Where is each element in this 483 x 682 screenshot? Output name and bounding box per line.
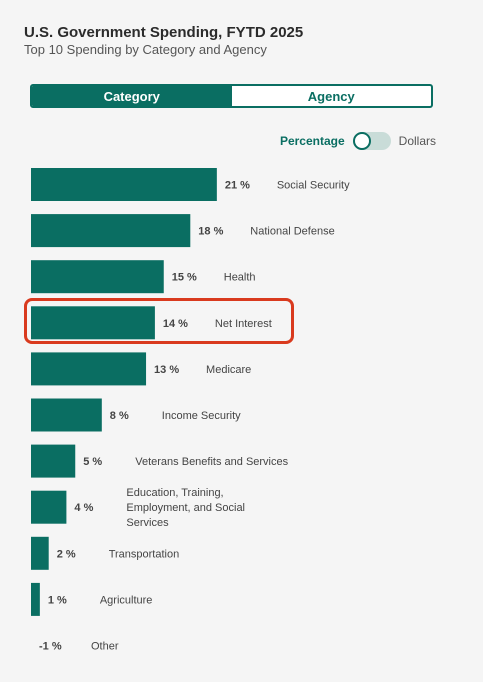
value-label-9: 1 % — [48, 594, 67, 606]
value-label-8: 2 % — [57, 548, 76, 560]
category-label-0: Social Security — [277, 180, 350, 192]
category-label-4: Medicare — [206, 364, 251, 376]
value-label-7: 4 % — [74, 502, 93, 514]
bar-2[interactable] — [31, 260, 164, 294]
bar-9[interactable] — [31, 582, 40, 616]
category-label-2: Health — [224, 272, 256, 284]
switch-knob[interactable] — [352, 132, 371, 150]
bar-7[interactable] — [31, 490, 67, 524]
category-label-5: Income Security — [162, 410, 241, 422]
value-label-10: -1 % — [39, 641, 62, 653]
units-switch[interactable] — [352, 132, 391, 150]
value-label-6: 5 % — [83, 456, 102, 468]
value-label-0: 21 % — [225, 180, 250, 192]
category-label-6: Veterans Benefits and Services — [135, 456, 288, 468]
bar-6[interactable] — [31, 444, 76, 478]
chart-title: U.S. Government Spending, FYTD 2025 — [24, 24, 304, 41]
view-tabs: Category Agency — [30, 84, 433, 108]
toggle-label-percentage[interactable]: Percentage — [279, 134, 345, 148]
bar-8[interactable] — [31, 536, 49, 570]
category-label-3: Net Interest — [215, 318, 272, 330]
bar-0[interactable] — [31, 168, 217, 201]
value-label-5: 8 % — [110, 410, 129, 422]
bar-3[interactable] — [31, 306, 155, 340]
tab-agency[interactable]: Agency — [307, 88, 355, 104]
category-label-7: Education, Training, Employment, and Soci… — [126, 487, 245, 529]
toggle-label-dollars[interactable]: Dollars — [398, 134, 436, 148]
tab-category[interactable]: Category — [32, 86, 232, 106]
value-label-3: 14 % — [163, 318, 188, 330]
units-toggle: Percentage Dollars — [280, 132, 436, 150]
category-label-1: National Defense — [250, 226, 334, 238]
value-label-1: 18 % — [198, 226, 223, 238]
category-label-8: Transportation — [109, 548, 180, 560]
bar-5[interactable] — [31, 398, 102, 432]
value-label-4: 13 % — [154, 364, 179, 376]
bar-4[interactable] — [31, 352, 147, 386]
category-label-10: Other — [91, 641, 119, 653]
value-label-2: 15 % — [172, 272, 197, 284]
chart-subtitle: Top 10 Spending by Category and Agency — [24, 42, 267, 57]
bar-1[interactable] — [31, 214, 191, 248]
category-label-9: Agriculture — [100, 594, 153, 606]
